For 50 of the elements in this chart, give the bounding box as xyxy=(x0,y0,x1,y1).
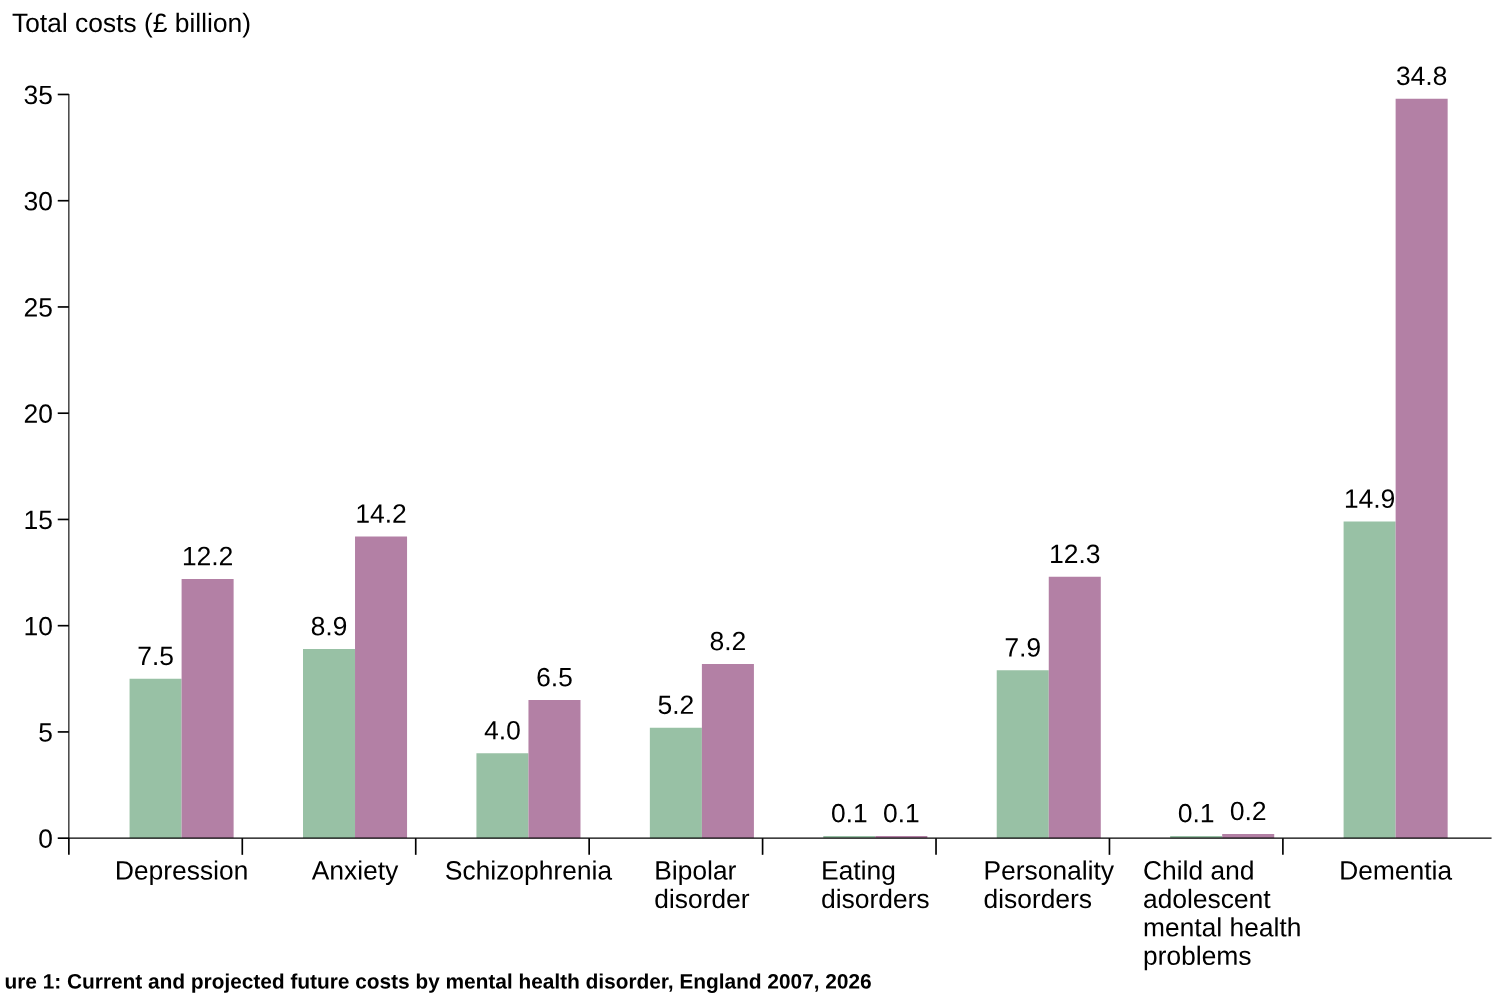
bar xyxy=(528,700,581,839)
bar xyxy=(875,836,928,839)
bar xyxy=(355,536,408,839)
data-label: 0.1 xyxy=(1178,803,1214,823)
y-tick-label: 35 xyxy=(24,85,52,105)
y-tick-label: 20 xyxy=(24,404,52,424)
y-tick-label: 10 xyxy=(25,616,52,636)
bar xyxy=(701,663,754,839)
x-tick-label: Bipolar disorder xyxy=(655,860,750,909)
bar xyxy=(303,649,356,839)
data-label: 0.1 xyxy=(884,803,919,823)
bar xyxy=(476,753,529,839)
data-label: 0.1 xyxy=(832,803,867,823)
data-label: 34.8 xyxy=(1396,66,1447,86)
data-label: 7.9 xyxy=(1005,638,1040,657)
x-tick-label: Schizophrenia xyxy=(446,860,613,885)
data-label: 14.9 xyxy=(1345,489,1395,509)
x-tick-label: Anxiety xyxy=(311,860,399,885)
bar xyxy=(181,578,234,839)
y-tick-label: 25 xyxy=(24,298,52,317)
x-tick-label: Depression xyxy=(117,860,247,885)
x-tick-label: Child and adolescent mental health problems xyxy=(1144,860,1300,971)
bar xyxy=(1343,521,1396,839)
x-tick-label: Dementia xyxy=(1341,860,1453,880)
bar xyxy=(1222,833,1275,839)
data-label: 0.2 xyxy=(1230,801,1266,821)
data-label: 12.2 xyxy=(183,546,232,566)
bar xyxy=(1170,836,1223,839)
bar xyxy=(649,727,702,839)
data-label: 8.9 xyxy=(311,616,347,636)
x-tick-label: Personality disorders xyxy=(984,860,1114,909)
data-label: 4.0 xyxy=(484,720,520,740)
data-label: 7.5 xyxy=(138,646,173,666)
bar xyxy=(1395,98,1448,839)
y-tick-label: 15 xyxy=(25,510,52,530)
text: ure 1: Current and projected future costs by mental health disorder, England 2007, 2026 xyxy=(5,973,871,993)
data-label: 5.2 xyxy=(658,695,693,715)
bar xyxy=(823,836,876,839)
bar xyxy=(996,670,1049,839)
bar xyxy=(129,678,182,839)
y-tick-label: 5 xyxy=(39,723,52,742)
data-label: 12.3 xyxy=(1051,544,1100,564)
y-tick-label: 30 xyxy=(24,191,52,211)
data-label: 8.2 xyxy=(710,631,745,651)
bar xyxy=(1048,576,1101,839)
y-tick-label: 0 xyxy=(39,829,52,848)
data-label: 6.5 xyxy=(537,667,572,687)
x-tick-label: Eating disorders xyxy=(822,860,929,909)
data-label: 14.2 xyxy=(357,504,406,523)
y-axis-title: Total costs (£ billion) xyxy=(12,12,250,38)
